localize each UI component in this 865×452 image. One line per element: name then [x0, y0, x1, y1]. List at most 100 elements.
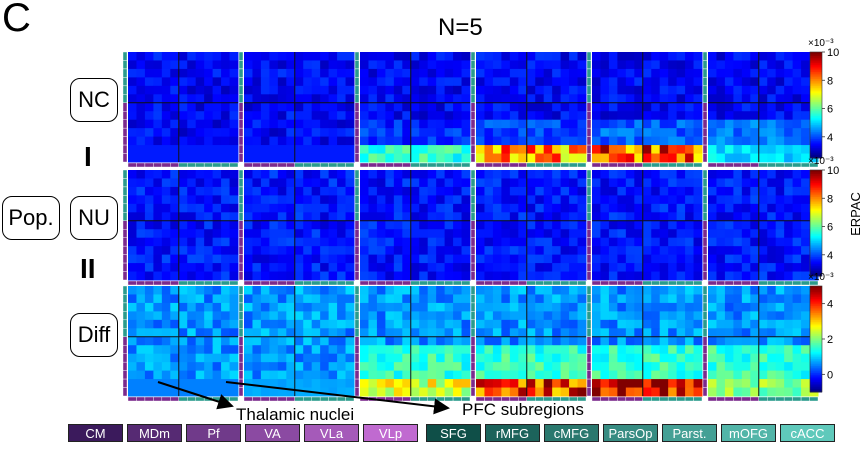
- heatmap-cell: [244, 311, 253, 321]
- heatmap-cell: [543, 119, 553, 129]
- heatmap-cell: [161, 203, 171, 213]
- heatmap-cell: [651, 119, 661, 129]
- colorbar-diff: 024×10⁻³: [808, 272, 834, 393]
- heatmap-cell: [320, 94, 330, 104]
- heatmap-cell: [634, 111, 644, 121]
- region-strip-left: [586, 169, 592, 179]
- colorbar-step: [810, 274, 822, 277]
- heatmap-cell: [767, 94, 777, 104]
- heatmap-cell: [492, 102, 502, 112]
- heatmap-cell: [659, 212, 669, 222]
- heatmap-cell: [328, 246, 338, 256]
- heatmap-cell: [676, 203, 686, 213]
- heatmap-cell: [758, 353, 768, 363]
- region-strip-left: [470, 203, 476, 213]
- heatmap-cell: [294, 319, 304, 329]
- heatmap-cell: [402, 203, 412, 213]
- heatmap-cell: [187, 286, 197, 295]
- heatmap-cell: [750, 136, 760, 146]
- heatmap-cell: [509, 220, 519, 230]
- heatmap-cell: [526, 186, 536, 196]
- heatmap-cell: [252, 203, 262, 213]
- heatmap-cell: [393, 128, 403, 138]
- heatmap-cell: [376, 271, 386, 281]
- heatmap-cell: [153, 246, 163, 256]
- heatmap-cell: [368, 246, 378, 256]
- heatmap-cell: [461, 220, 471, 230]
- region-strip-left: [354, 186, 360, 196]
- heatmap-cell: [592, 379, 601, 389]
- region-strip-bottom: [229, 396, 239, 402]
- heatmap-cell: [170, 60, 180, 70]
- region-strip-bottom: [642, 280, 652, 286]
- region-strip-left: [238, 229, 244, 238]
- colorbar-step: [810, 90, 822, 94]
- heatmap-cell: [311, 60, 321, 70]
- heatmap-cell: [767, 60, 777, 70]
- heatmap-cell: [716, 136, 726, 146]
- heatmap-cell: [617, 229, 627, 239]
- heatmap-cell: [617, 102, 627, 112]
- heatmap-cell: [294, 136, 304, 146]
- heatmap-cell: [716, 170, 726, 179]
- heatmap-cell: [195, 85, 205, 95]
- heatmap-cell: [608, 186, 618, 196]
- colorbar-label: ERPAC: [848, 192, 863, 236]
- region-strip-bottom: [328, 280, 338, 286]
- heatmap-cell: [320, 370, 330, 380]
- heatmap-cell: [668, 68, 678, 78]
- region-strip-left: [354, 262, 360, 272]
- heatmap-cell: [676, 60, 686, 70]
- heatmap-cell: [693, 229, 703, 239]
- region-strip-bottom: [617, 396, 627, 402]
- heatmap-cell: [244, 203, 253, 213]
- heatmap-cell: [484, 195, 494, 205]
- heatmap-cell: [569, 119, 579, 129]
- heatmap-cell: [444, 195, 454, 205]
- heatmap-cell: [260, 353, 270, 363]
- heatmap-cell: [128, 328, 137, 338]
- heatmap-cell: [741, 186, 751, 196]
- colorbar-step: [810, 272, 822, 275]
- heatmap-cell: [461, 246, 471, 256]
- heatmap-cell: [402, 271, 412, 281]
- heatmap-cell: [509, 345, 519, 355]
- heatmap-cell: [385, 212, 395, 222]
- heatmap-cell: [461, 286, 471, 295]
- heatmap-cell: [303, 203, 313, 213]
- heatmap-cell: [484, 52, 494, 61]
- heatmap-cell: [676, 85, 686, 95]
- heatmap-cell: [161, 77, 171, 87]
- heatmap-cell: [685, 328, 695, 338]
- heatmap-cell: [693, 370, 703, 380]
- annotation-thalamic: Thalamic nuclei: [236, 405, 354, 424]
- heatmap-cell: [592, 153, 601, 163]
- heatmap-cell: [144, 302, 154, 312]
- heatmap-cell: [625, 136, 635, 146]
- heatmap-cell: [676, 362, 686, 372]
- heatmap-cell: [161, 178, 171, 188]
- heatmap-cell: [402, 286, 412, 295]
- heatmap-cell: [444, 136, 454, 146]
- heatmap-cell: [784, 186, 794, 196]
- heatmap-cell: [360, 302, 369, 312]
- heatmap-cell: [733, 294, 743, 304]
- heatmap-cell: [461, 237, 471, 247]
- heatmap-cell: [634, 379, 644, 389]
- heatmap-cell: [792, 119, 802, 129]
- heatmap-cell: [592, 271, 601, 281]
- heatmap-cell: [560, 370, 570, 380]
- heatmap-cell: [617, 153, 627, 163]
- row-symbol-1: I: [84, 141, 92, 172]
- region-strip-left: [470, 85, 476, 95]
- heatmap-cell: [345, 195, 355, 205]
- heatmap-cell: [153, 294, 163, 304]
- region-strip-left: [586, 85, 592, 95]
- heatmap-cell: [436, 220, 446, 230]
- heatmap-cell: [328, 178, 338, 188]
- heatmap-cell: [161, 52, 171, 61]
- region-strip-bottom: [153, 280, 163, 286]
- colorbar-step: [810, 214, 822, 217]
- heatmap-cell: [625, 263, 635, 273]
- heatmap-cell: [758, 370, 768, 380]
